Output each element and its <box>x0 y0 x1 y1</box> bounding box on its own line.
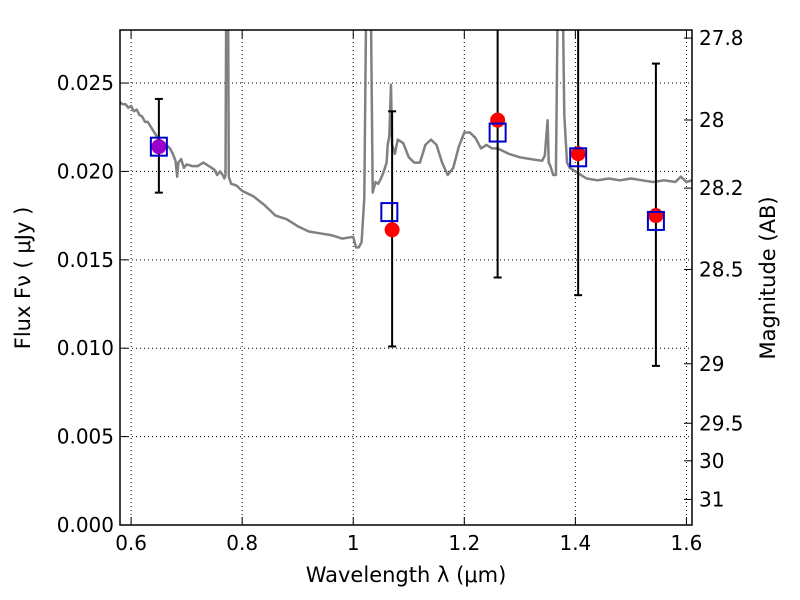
y-tick-label: 0.020 <box>57 159 114 183</box>
model-photometry-point <box>488 122 507 143</box>
x-tick-label: 1 <box>347 531 360 555</box>
model-photometry-point <box>646 210 665 231</box>
y-tick-label: 0.025 <box>57 71 114 95</box>
observed-point <box>490 112 506 128</box>
right-tick-label: 28 <box>699 108 724 132</box>
y-tick-label: 0.010 <box>57 336 114 360</box>
model-photometry-point <box>149 136 168 157</box>
y-axis-label: Flux Fν ( μJy ) <box>11 207 35 350</box>
plot-frame <box>119 29 693 526</box>
x-tick-label: 0.8 <box>226 531 258 555</box>
y-tick-label: 0.005 <box>57 425 114 449</box>
right-tick-label: 29.5 <box>699 411 744 435</box>
x-tick-label: 1.2 <box>448 531 480 555</box>
grid <box>120 30 692 526</box>
y-tick-label: 0.000 <box>57 513 114 537</box>
observed-point <box>648 208 664 224</box>
right-tick-label: 27.8 <box>699 26 744 50</box>
observed-point <box>384 222 400 238</box>
x-tick-label: 1.6 <box>671 531 703 555</box>
spectrum-line <box>120 30 692 249</box>
model-photometry-point <box>380 202 399 223</box>
right-tick-label: 29 <box>699 352 724 376</box>
x-tick-label: 0.6 <box>115 531 147 555</box>
data-markers <box>149 112 665 238</box>
right-tick-label: 28.2 <box>699 176 744 200</box>
axis-ticks: 0.6 0.8 1 1.2 1.4 1.6 0.000 0.005 0.010 0.015 0.02… <box>57 26 744 555</box>
error-bars <box>154 30 660 367</box>
right-axis-label: Magnitude (AB) <box>756 196 780 359</box>
observed-point <box>570 146 586 162</box>
right-tick-label: 31 <box>699 487 724 511</box>
right-tick-label: 28.5 <box>699 257 744 281</box>
observed-point <box>151 139 167 155</box>
x-axis-label: Wavelength λ (μm) <box>306 563 507 587</box>
y-tick-label: 0.015 <box>57 248 114 272</box>
model-photometry-point <box>569 147 588 168</box>
model-spectrum <box>120 30 692 249</box>
x-tick-label: 1.4 <box>559 531 591 555</box>
right-tick-label: 30 <box>699 449 724 473</box>
